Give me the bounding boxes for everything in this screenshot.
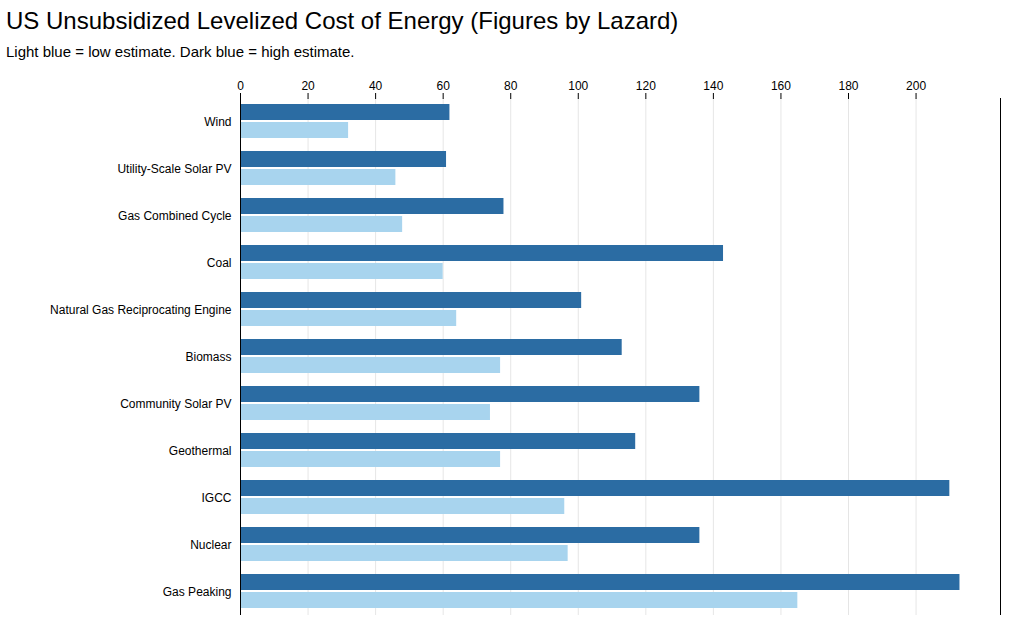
svg-text:100: 100 [568, 79, 588, 93]
svg-text:Coal: Coal [207, 256, 232, 270]
svg-text:40: 40 [369, 79, 383, 93]
svg-text:Gas Combined Cycle: Gas Combined Cycle [118, 209, 232, 223]
html-text:US Unsubsidized Levelized Cost: US Unsubsidized Levelized Cost of Energy… [6, 7, 679, 34]
svg-text:0: 0 [237, 79, 244, 93]
html-text:Light blue = low estimate. Dar: Light blue = low estimate. Dark blue = h… [6, 43, 355, 60]
svg-text:IGCC: IGCC [202, 491, 232, 505]
svg-text:80: 80 [504, 79, 518, 93]
svg-text:140: 140 [703, 79, 723, 93]
svg-text:Utility-Scale Solar PV: Utility-Scale Solar PV [117, 162, 231, 176]
svg-text:Nuclear: Nuclear [190, 538, 231, 552]
svg-text:160: 160 [771, 79, 791, 93]
svg-text:20: 20 [301, 79, 315, 93]
svg-text:200: 200 [906, 79, 926, 93]
svg-text:60: 60 [436, 79, 450, 93]
svg-text:180: 180 [838, 79, 858, 93]
svg-text:120: 120 [636, 79, 656, 93]
svg-text:Natural Gas Reciprocating Engi: Natural Gas Reciprocating Engine [50, 303, 232, 317]
svg-text:Geothermal: Geothermal [169, 444, 232, 458]
svg-text:Community Solar PV: Community Solar PV [120, 397, 231, 411]
svg-text:Gas Peaking: Gas Peaking [163, 585, 232, 599]
svg-text:Biomass: Biomass [185, 350, 231, 364]
svg-text:Wind: Wind [204, 115, 231, 129]
